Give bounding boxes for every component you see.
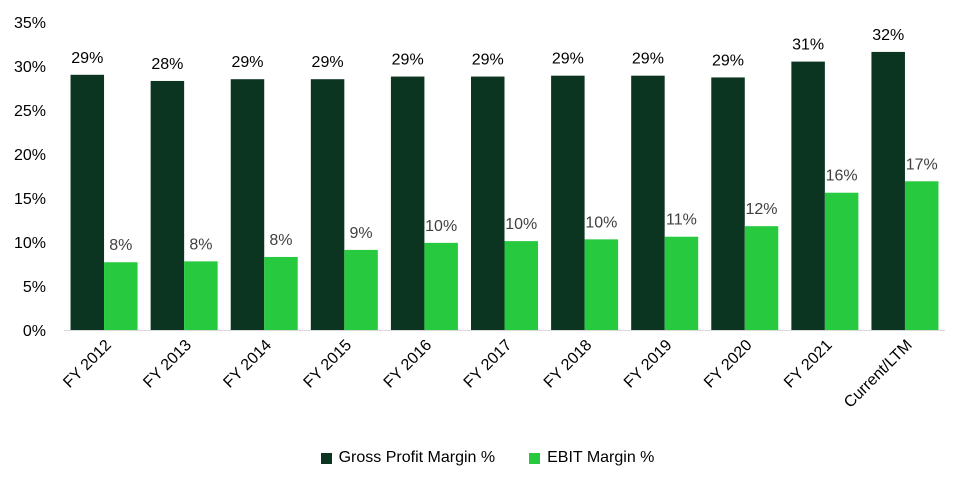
gross-profit-bar	[871, 51, 905, 331]
gross-profit-data-label: 29%	[71, 50, 103, 67]
y-tick-label: 35%	[14, 15, 46, 32]
ebit-bar	[904, 181, 939, 330]
ebit-bar	[504, 241, 538, 330]
y-tick-label: 0%	[23, 323, 46, 340]
legend: Gross Profit Margin % EBIT Margin %	[0, 449, 975, 467]
y-tick-label: 10%	[14, 235, 46, 252]
ebit-bar	[264, 256, 298, 330]
y-tick-label: 15%	[14, 191, 46, 208]
gross-profit-data-label: 29%	[312, 54, 344, 71]
ebit-bar	[184, 261, 218, 330]
gross-profit-data-label: 29%	[712, 52, 744, 69]
ebit-data-label: 11%	[666, 212, 697, 229]
gross-profit-bar	[471, 76, 505, 330]
ebit-data-label: 9%	[350, 225, 373, 242]
gross-profit-bar	[310, 79, 345, 330]
x-tick-label: FY 2015	[301, 337, 356, 392]
x-tick-label: FY 2019	[621, 337, 676, 392]
ebit-bar	[424, 242, 458, 330]
ebit-data-label: 16%	[826, 168, 858, 185]
gross-profit-data-label: 29%	[552, 51, 584, 68]
gross-profit-data-label: 31%	[792, 37, 824, 54]
legend-swatch-gross-profit	[320, 452, 332, 464]
y-tick-label: 30%	[14, 59, 46, 76]
ebit-data-label: 17%	[906, 156, 938, 173]
x-axis: FY 2012 FY 2013 FY 2014 FY 2015 FY 2016 FY 20…	[60, 337, 915, 412]
x-tick-label: FY 2021	[781, 337, 836, 392]
gross-profit-data-label: 32%	[872, 27, 904, 44]
ebit-data-label: 10%	[425, 218, 457, 235]
gross-profit-bar	[551, 75, 585, 331]
y-axis: 0% 5% 10% 15% 20% 25% 30% 35%	[14, 15, 46, 340]
x-tick-label: FY 2016	[381, 337, 436, 392]
ebit-data-label: 12%	[746, 201, 778, 218]
gross-profit-data-label: 29%	[392, 52, 424, 69]
x-tick-label: Current/LTM	[841, 337, 916, 412]
legend-label-ebit: EBIT Margin %	[547, 449, 655, 466]
ebit-data-label: 8%	[189, 236, 212, 253]
x-tick-label: FY 2018	[541, 337, 596, 392]
ebit-data-label: 8%	[269, 232, 292, 249]
gross-profit-bar	[631, 75, 665, 331]
ebit-bar	[744, 226, 779, 330]
legend-item-ebit: EBIT Margin %	[529, 449, 654, 467]
gross-profit-bar	[70, 74, 105, 330]
ebit-data-label: 8%	[109, 237, 132, 254]
legend-label-gross-profit: Gross Profit Margin %	[338, 449, 496, 466]
y-tick-label: 20%	[14, 147, 46, 164]
gross-profit-data-label: 29%	[231, 54, 263, 71]
gross-profit-bar	[150, 80, 185, 331]
data-labels: 29% 28% 29% 29% 29% 29% 29% 29% 29% 31% 32% 8% 8% 8% 9…	[71, 27, 937, 254]
ebit-data-label: 10%	[505, 216, 537, 233]
bars	[70, 51, 939, 331]
x-tick-label: FY 2020	[701, 337, 756, 392]
ebit-bar	[824, 192, 859, 330]
ebit-bar	[664, 236, 699, 330]
gross-profit-data-label: 28%	[151, 56, 183, 73]
gross-profit-data-label: 29%	[472, 52, 504, 69]
x-tick-label: FY 2014	[220, 337, 275, 392]
gross-profit-bar	[230, 79, 265, 330]
ebit-bar	[344, 249, 378, 330]
x-tick-label: FY 2012	[60, 337, 115, 392]
gross-profit-bar	[390, 76, 425, 330]
gross-profit-bar	[791, 61, 825, 330]
x-tick-label: FY 2013	[140, 337, 195, 392]
y-tick-label: 25%	[14, 103, 46, 120]
y-tick-label: 5%	[23, 279, 46, 296]
legend-item-gross-profit: Gross Profit Margin %	[320, 449, 496, 467]
ebit-bar	[104, 262, 138, 330]
gross-profit-bar	[711, 77, 745, 330]
ebit-bar	[584, 239, 619, 330]
gross-profit-data-label: 29%	[632, 51, 664, 68]
ebit-data-label: 10%	[585, 214, 617, 231]
legend-swatch-ebit	[529, 452, 541, 464]
x-tick-label: FY 2017	[461, 337, 516, 392]
